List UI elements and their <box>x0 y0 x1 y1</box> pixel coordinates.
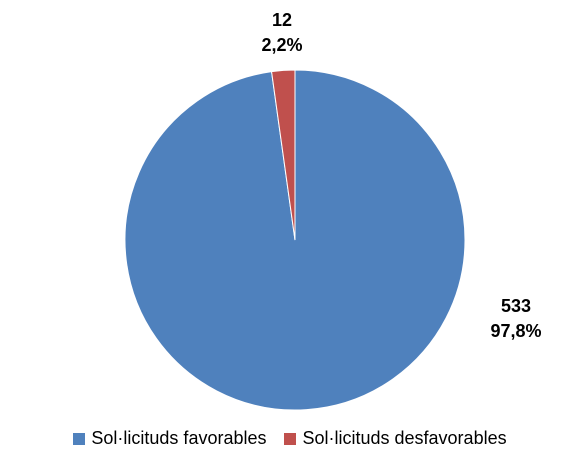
data-label-percent-desfavorables: 2,2% <box>261 35 302 55</box>
pie-chart-svg: 533 97,8% 12 2,2% <box>124 10 542 411</box>
chart-legend: Sol·licituds favorables Sol·licituds des… <box>0 428 580 449</box>
data-label-value-favorables: 533 <box>501 296 531 316</box>
legend-label-favorables: Sol·licituds favorables <box>91 428 267 448</box>
data-label-percent-favorables: 97,8% <box>490 321 541 341</box>
legend-swatch-favorables <box>73 432 86 445</box>
pie-slice-desfavorables <box>270 69 296 241</box>
legend-label-desfavorables: Sol·licituds desfavorables <box>302 428 507 448</box>
data-label-value-desfavorables: 12 <box>272 10 292 30</box>
legend-swatch-desfavorables <box>284 432 297 445</box>
legend-item-favorables: Sol·licituds favorables <box>73 428 266 449</box>
legend-item-desfavorables: Sol·licituds desfavorables <box>284 428 507 449</box>
